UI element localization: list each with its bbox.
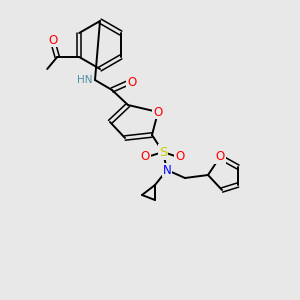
Text: O: O	[140, 151, 150, 164]
Text: HN: HN	[77, 75, 93, 85]
Text: O: O	[128, 76, 136, 88]
Text: O: O	[153, 106, 163, 118]
Text: S: S	[159, 146, 167, 158]
Text: O: O	[215, 151, 225, 164]
Text: O: O	[49, 34, 58, 46]
Text: O: O	[176, 151, 184, 164]
Text: N: N	[163, 164, 171, 176]
